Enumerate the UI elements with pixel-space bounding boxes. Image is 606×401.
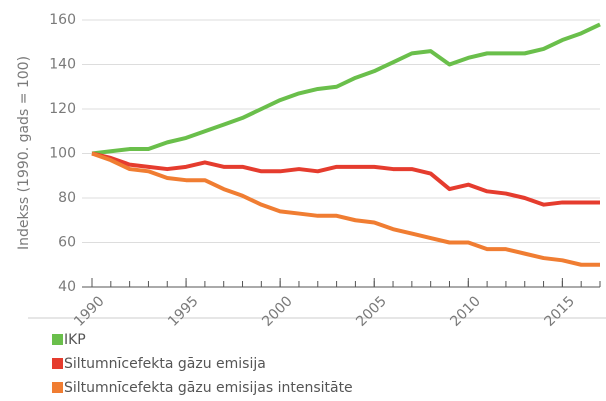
x-tick-label: 2000: [259, 293, 296, 330]
y-axis-label: Indekss (1990. gads = 100): [16, 56, 32, 250]
legend-label: Siltumnīcefekta gāzu emisijas intensitāt…: [64, 380, 353, 396]
line-series: [91, 151, 600, 267]
y-tick-label: 40: [58, 279, 76, 295]
y-tick-label: 60: [58, 235, 76, 251]
x-tick-label: 2010: [447, 293, 484, 330]
legend-swatch: [52, 382, 63, 393]
x-tick-label: 2005: [353, 293, 390, 330]
legend-label: Siltumnīcefekta gāzu emisija: [64, 356, 266, 372]
line-series: [91, 22, 601, 156]
y-tick-label: 80: [58, 190, 76, 206]
legend-swatch: [52, 358, 63, 369]
y-tick-label: 140: [49, 57, 76, 73]
x-tick-label: 1990: [71, 293, 108, 330]
x-tick-label: 2015: [541, 293, 578, 330]
y-tick-label: 120: [49, 101, 76, 117]
x-tick-label: 1995: [165, 293, 202, 330]
legend-label: IKP: [64, 332, 86, 348]
y-tick-label: 160: [49, 12, 76, 28]
y-tick-label: 100: [49, 146, 76, 162]
legend-swatch: [52, 334, 63, 345]
line-series: [91, 151, 600, 207]
